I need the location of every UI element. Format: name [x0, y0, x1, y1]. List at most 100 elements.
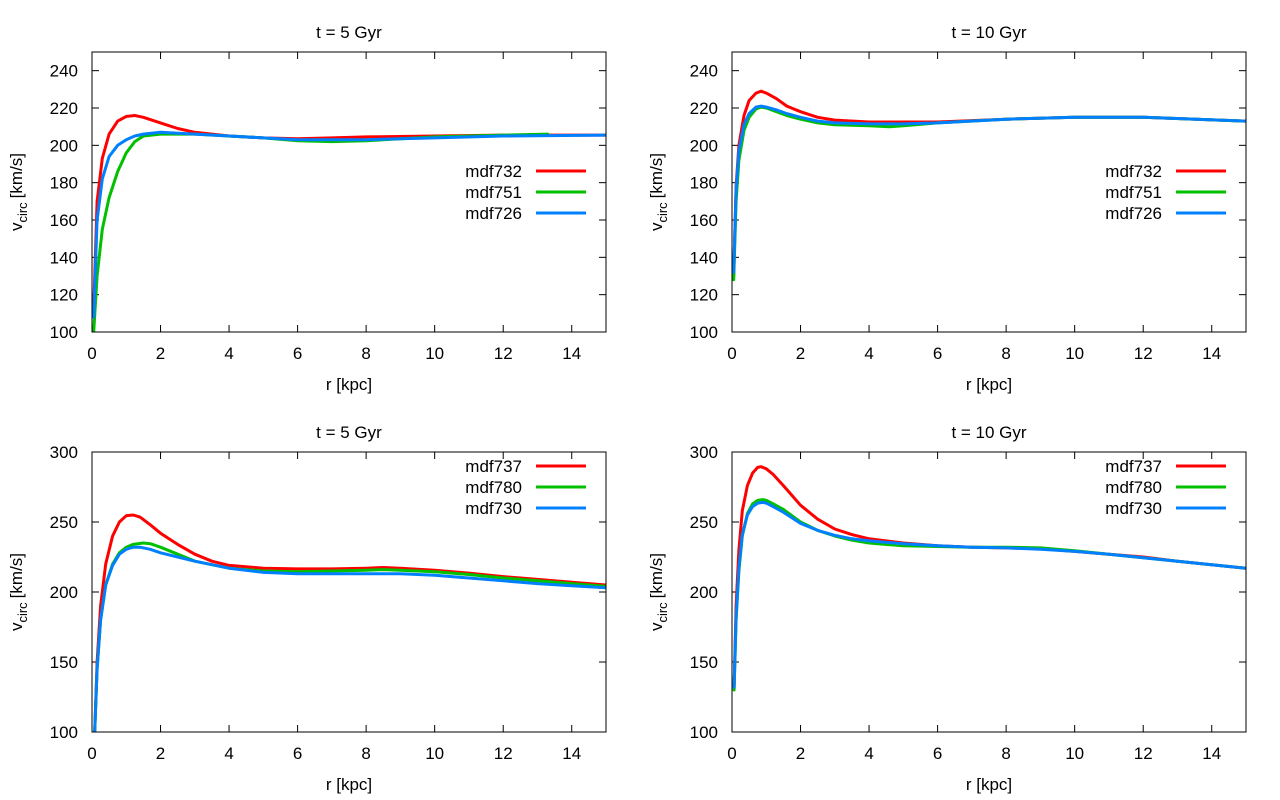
y-tick-label: 100 — [690, 323, 718, 342]
chart-panel-1: t = 5 Gyr 0 2 4 6 8 10 12 14 100 120 140 160 180 200 22… — [7, 23, 607, 394]
y-tick-label: 200 — [50, 583, 78, 602]
x-tick-label: 14 — [562, 344, 581, 363]
x-tick-label: 0 — [727, 344, 736, 363]
y-tick-label: 300 — [690, 443, 718, 462]
y-tick-label: 200 — [50, 136, 78, 155]
legend-label: mdf751 — [1105, 183, 1162, 202]
y-axis-label-main: v — [647, 622, 666, 631]
plot-frame — [731, 451, 1247, 733]
y-tick-label: 220 — [50, 99, 78, 118]
y-axis-label-sub: circ — [15, 602, 30, 623]
y-axis-label-sub: circ — [655, 202, 670, 223]
chart-panel-4: t = 10 Gyr 0 2 4 6 8 10 12 14 100 150 200 250 300 r [k… — [647, 423, 1247, 794]
x-tick-label: 4 — [224, 344, 233, 363]
x-tick-label: 12 — [1134, 344, 1153, 363]
y-tick-label: 180 — [690, 174, 718, 193]
y-axis-label-unit: [km/s] — [647, 153, 666, 198]
chart-title: t = 10 Gyr — [951, 423, 1026, 442]
legend: mdf737 mdf780 mdf730 — [1105, 457, 1226, 518]
x-tick-label: 2 — [156, 344, 165, 363]
y-tick-label: 220 — [690, 99, 718, 118]
series-line-mdf751 — [732, 105, 1246, 282]
x-tick-label: 2 — [156, 744, 165, 763]
series-line-mdf726 — [92, 130, 606, 319]
y-tick-label: 150 — [690, 653, 718, 672]
legend-label: mdf726 — [465, 204, 522, 223]
x-tick-label: 0 — [727, 744, 736, 763]
chart-title: t = 10 Gyr — [951, 23, 1026, 42]
y-axis-label: vcirc [km/s] — [647, 553, 670, 631]
x-axis-label: r [kpc] — [326, 375, 372, 394]
y-axis-label-unit: [km/s] — [7, 153, 26, 198]
y-tick-label: 100 — [690, 723, 718, 742]
x-tick-label: 10 — [425, 344, 444, 363]
series-line-mdf730 — [732, 500, 1246, 689]
x-axis-label: r [kpc] — [966, 375, 1012, 394]
legend-label: mdf730 — [465, 499, 522, 518]
x-tick-label: 8 — [1001, 744, 1010, 763]
legend-label: mdf726 — [1105, 204, 1162, 223]
x-axis-label: r [kpc] — [326, 775, 372, 794]
chart-title: t = 5 Gyr — [316, 423, 382, 442]
y-axis-label-sub: circ — [15, 202, 30, 223]
x-tick-label: 10 — [1065, 744, 1084, 763]
y-tick-label: 180 — [50, 174, 78, 193]
chart-panel-2: t = 10 Gyr 0 2 4 6 8 10 12 14 100 120 140 160 180 200 2… — [647, 23, 1247, 394]
x-tick-label: 10 — [1065, 344, 1084, 363]
legend-label: mdf732 — [1105, 162, 1162, 181]
x-tick-label: 6 — [293, 344, 302, 363]
y-axis-label-main: v — [7, 222, 26, 231]
y-tick-label: 200 — [690, 136, 718, 155]
y-tick-label: 250 — [50, 513, 78, 532]
series-line-mdf732 — [92, 114, 606, 312]
x-tick-label: 2 — [796, 344, 805, 363]
y-tick-label: 150 — [50, 653, 78, 672]
series-line-mdf737 — [93, 513, 606, 732]
x-tick-label: 8 — [1001, 344, 1010, 363]
legend-label: mdf780 — [1105, 478, 1162, 497]
x-tick-label: 4 — [864, 344, 873, 363]
y-tick-label: 300 — [50, 443, 78, 462]
y-tick-label: 240 — [50, 62, 78, 81]
legend-label: mdf780 — [465, 478, 522, 497]
x-tick-label: 10 — [425, 744, 444, 763]
y-tick-label: 250 — [690, 513, 718, 532]
y-tick-label: 120 — [690, 286, 718, 305]
legend-label: mdf751 — [465, 183, 522, 202]
x-tick-label: 12 — [494, 344, 513, 363]
x-tick-label: 4 — [864, 744, 873, 763]
series-line-mdf730 — [93, 545, 606, 732]
x-tick-label: 12 — [494, 744, 513, 763]
y-axis-label-unit: [km/s] — [7, 553, 26, 598]
x-tick-label: 12 — [1134, 744, 1153, 763]
y-axis-label: vcirc [km/s] — [7, 553, 30, 631]
y-tick-label: 100 — [50, 723, 78, 742]
y-axis-label-unit: [km/s] — [647, 553, 666, 598]
y-tick-label: 140 — [690, 248, 718, 267]
x-tick-label: 2 — [796, 744, 805, 763]
y-axis-label: vcirc [km/s] — [647, 153, 670, 231]
y-axis-label-sub: circ — [655, 602, 670, 623]
legend-label: mdf730 — [1105, 499, 1162, 518]
y-tick-label: 200 — [690, 583, 718, 602]
y-tick-label: 240 — [690, 62, 718, 81]
x-tick-label: 8 — [361, 744, 370, 763]
x-tick-label: 0 — [87, 744, 96, 763]
chart-title: t = 5 Gyr — [316, 23, 382, 42]
x-tick-label: 8 — [361, 344, 370, 363]
x-axis-label: r [kpc] — [966, 775, 1012, 794]
x-tick-label: 4 — [224, 744, 233, 763]
series-line-mdf726 — [732, 104, 1246, 274]
legend-label: mdf737 — [465, 457, 522, 476]
x-tick-label: 14 — [562, 744, 581, 763]
x-tick-label: 6 — [933, 744, 942, 763]
plot-frame — [91, 51, 607, 333]
y-axis-label-main: v — [7, 622, 26, 631]
legend-label: mdf732 — [465, 162, 522, 181]
y-tick-label: 120 — [50, 286, 78, 305]
legend: mdf732 mdf751 mdf726 — [1105, 162, 1226, 223]
plot-frame — [731, 51, 1247, 333]
x-tick-label: 6 — [293, 744, 302, 763]
series-line-mdf780 — [93, 541, 606, 732]
